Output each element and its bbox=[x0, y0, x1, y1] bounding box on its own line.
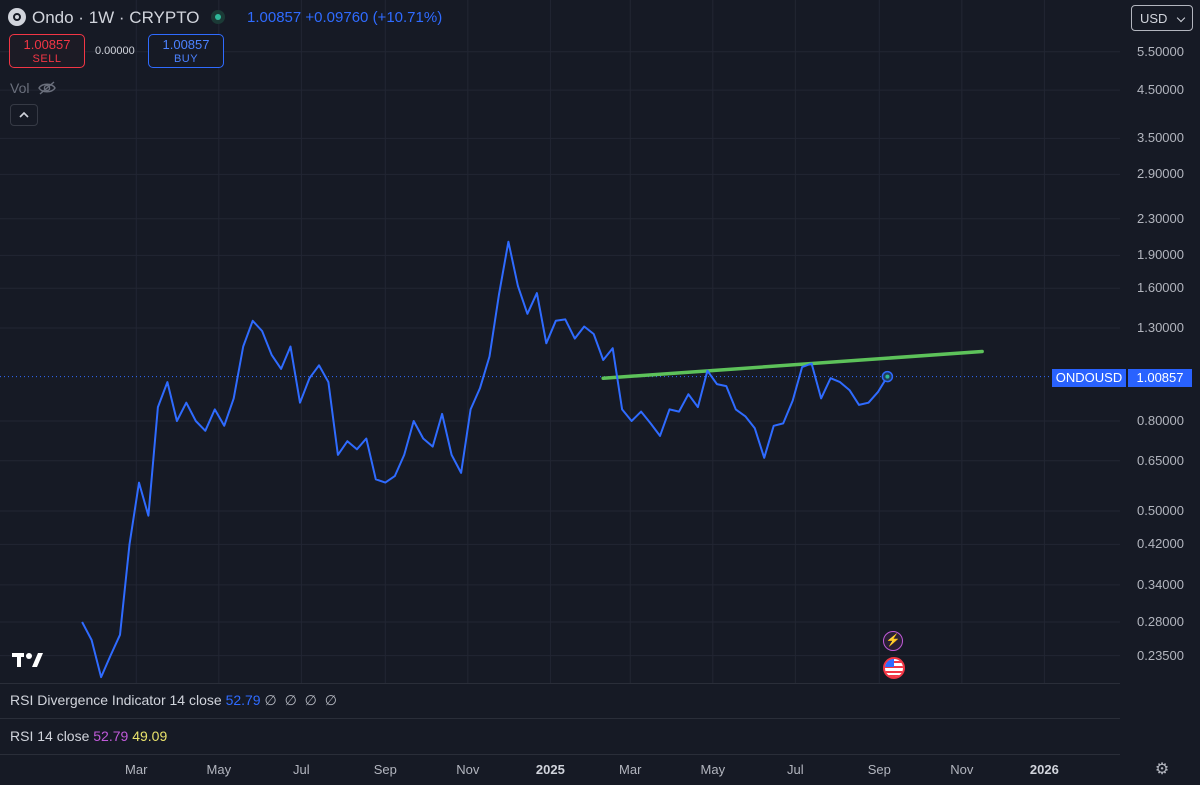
tradingview-logo-icon bbox=[12, 653, 43, 667]
eye-slash-icon[interactable] bbox=[37, 81, 57, 95]
y-tick-label: 0.34000 bbox=[1137, 576, 1184, 592]
y-tick-label: 2.30000 bbox=[1137, 210, 1184, 226]
currency-value: USD bbox=[1140, 11, 1168, 26]
rsi-divergence-nulls: ∅ ∅ ∅ ∅ bbox=[264, 692, 339, 708]
x-tick-label: 2026 bbox=[1029, 762, 1059, 777]
ondo-logo-icon bbox=[8, 8, 26, 26]
chevron-up-icon bbox=[19, 111, 29, 118]
y-tick-label: 1.30000 bbox=[1137, 320, 1184, 335]
symbol-price-tag: ONDOUSD bbox=[1052, 369, 1126, 387]
y-tick-label: 0.50000 bbox=[1137, 503, 1184, 518]
flag-canton bbox=[885, 659, 894, 667]
last-price-marker-core bbox=[885, 374, 890, 379]
trendline bbox=[601, 349, 984, 380]
y-tick-label: 5.50000 bbox=[1137, 43, 1184, 59]
y-tick-label: 1.90000 bbox=[1137, 247, 1184, 263]
lightning-icon[interactable]: ⚡ bbox=[883, 631, 903, 651]
y-tick-label: 3.50000 bbox=[1137, 130, 1184, 146]
rsi-legend[interactable]: RSI 14 close 52.79 49.09 bbox=[10, 728, 167, 744]
x-tick-label: Nov bbox=[950, 762, 974, 777]
x-tick-label: Mar bbox=[619, 762, 642, 777]
x-tick-label: Jul bbox=[293, 762, 310, 777]
us-flag-icon[interactable] bbox=[883, 657, 905, 679]
rsi-label: RSI 14 close bbox=[10, 728, 90, 744]
y-tick-label: 0.23500 bbox=[1137, 647, 1184, 663]
rsi-divergence-label: RSI Divergence Indicator 14 close bbox=[10, 692, 222, 708]
market-status-icon[interactable] bbox=[211, 10, 225, 24]
header-price: 1.00857 bbox=[247, 9, 302, 26]
y-tick-label: 0.80000 bbox=[1137, 412, 1184, 428]
sell-label: SELL bbox=[32, 53, 62, 65]
y-tick-label: 1.60000 bbox=[1137, 280, 1184, 296]
flag-stripe bbox=[885, 661, 903, 663]
gear-icon[interactable]: ⚙ bbox=[1154, 761, 1170, 778]
buy-price: 1.00857 bbox=[162, 37, 210, 52]
last-price-tag: 1.00857 bbox=[1128, 369, 1192, 387]
x-tick-label: Sep bbox=[867, 762, 891, 777]
buy-button[interactable]: 1.00857 BUY bbox=[148, 34, 224, 68]
rsi-divergence-legend[interactable]: RSI Divergence Indicator 14 close 52.79 … bbox=[10, 692, 339, 709]
pane-separator[interactable] bbox=[0, 683, 1120, 684]
volume-legend[interactable]: Vol bbox=[10, 80, 57, 96]
currency-select[interactable]: USD bbox=[1131, 5, 1193, 31]
header-change: +0.09760 bbox=[305, 9, 369, 26]
buy-label: BUY bbox=[173, 53, 199, 65]
x-tick-label: May bbox=[700, 762, 726, 777]
volume-label: Vol bbox=[10, 80, 30, 96]
pane-separator[interactable] bbox=[0, 754, 1120, 755]
flag-stripe bbox=[885, 671, 903, 673]
y-tick-label: 0.42000 bbox=[1137, 536, 1184, 552]
x-tick-label: Jul bbox=[787, 762, 804, 777]
x-tick-label: Mar bbox=[125, 762, 148, 777]
sell-price: 1.00857 bbox=[23, 37, 71, 52]
rsi-ma-value: 49.09 bbox=[132, 728, 168, 744]
header-values: 1.00857 +0.09760 (+10.71%) bbox=[247, 9, 442, 26]
x-tick-label: May bbox=[206, 762, 232, 777]
chart-title[interactable]: Ondo · 1W · CRYPTO bbox=[32, 8, 200, 27]
spread-value: 0.00000 bbox=[95, 45, 135, 57]
collapse-legend-button[interactable] bbox=[10, 104, 38, 126]
price-series-line bbox=[81, 240, 889, 679]
header-change-pct: (+10.71%) bbox=[372, 9, 443, 26]
rsi-value: 52.79 bbox=[93, 728, 129, 744]
y-tick-label: 2.90000 bbox=[1137, 166, 1184, 182]
x-tick-label: 2025 bbox=[535, 762, 565, 777]
chevron-down-icon bbox=[1176, 13, 1186, 23]
rsi-divergence-value: 52.79 bbox=[225, 692, 261, 708]
pane-separator[interactable] bbox=[0, 718, 1120, 719]
y-tick-label: 0.65000 bbox=[1137, 452, 1184, 468]
y-tick-label: 4.50000 bbox=[1137, 82, 1184, 98]
y-tick-label: 0.28000 bbox=[1137, 614, 1184, 630]
sell-button[interactable]: 1.00857 SELL bbox=[9, 34, 85, 68]
x-tick-label: Sep bbox=[373, 762, 397, 777]
x-tick-label: Nov bbox=[456, 762, 480, 777]
flag-stripe bbox=[885, 675, 903, 677]
flag-stripe bbox=[885, 666, 903, 668]
tradingview-logo[interactable] bbox=[12, 651, 46, 674]
